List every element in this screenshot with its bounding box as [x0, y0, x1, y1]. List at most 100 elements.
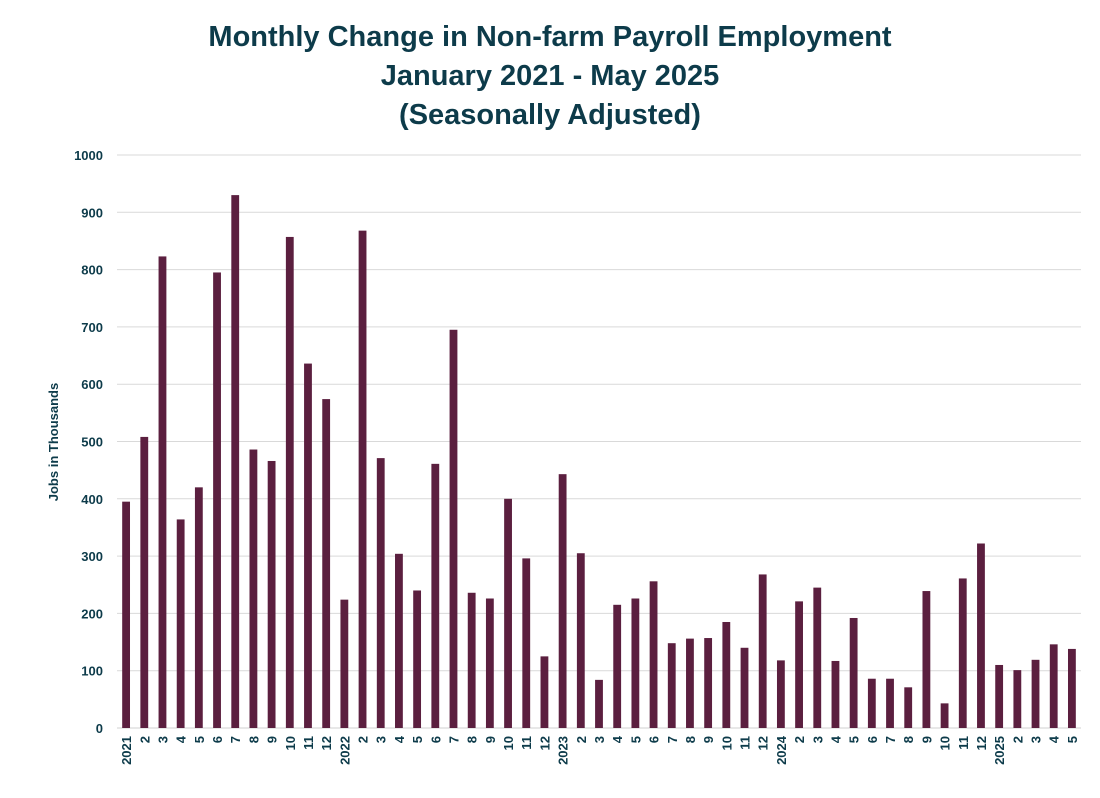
bar [431, 463, 440, 728]
x-tick-label: 8 [246, 736, 261, 743]
x-tick-label: 5 [1065, 736, 1080, 743]
x-tick-label: 9 [701, 736, 716, 743]
bar [1049, 644, 1058, 728]
bar [722, 621, 731, 728]
y-tick-label: 200 [81, 606, 103, 621]
x-tick-label: 6 [865, 736, 880, 743]
x-tick-label: 12 [974, 736, 989, 750]
bar [886, 678, 894, 728]
bar [940, 703, 949, 728]
x-tick-label: 12 [756, 736, 771, 750]
y-tick-label: 100 [81, 664, 103, 679]
bar [340, 599, 349, 728]
x-tick-label: 7 [228, 736, 243, 743]
x-tick-label: 7 [446, 736, 461, 743]
x-tick-label: 11 [301, 736, 316, 750]
bar [704, 638, 713, 728]
x-tick-label: 5 [847, 736, 862, 743]
bar [285, 236, 294, 728]
bar [1031, 659, 1040, 728]
x-tick-label: 3 [374, 736, 389, 743]
bar [813, 587, 822, 728]
x-tick-label: 5 [410, 736, 425, 743]
bar [304, 363, 312, 728]
bar [667, 643, 676, 728]
x-tick-label: 12 [319, 736, 334, 750]
x-tick-label: 4 [174, 735, 189, 743]
x-tick-label: 7 [883, 736, 898, 743]
bar [977, 543, 985, 728]
x-axis-ticks: 2021 2 3 4 5 6 7 8 9 10 11 12 2022 2 3 4 5 6 7 8 9 10 11 12 2023… [119, 735, 1080, 765]
x-tick-label: 12 [537, 736, 552, 750]
bar [740, 647, 749, 728]
x-tick-label: 2 [1010, 736, 1025, 743]
y-tick-label: 300 [81, 549, 103, 564]
x-tick-label: 2021 [119, 736, 134, 765]
bar [322, 399, 331, 728]
x-tick-label: 2023 [556, 736, 571, 765]
bars [122, 195, 1076, 729]
chart-title-line-3: (Seasonally Adjusted) [399, 99, 701, 131]
x-tick-label: 10 [719, 736, 734, 750]
bar [158, 256, 167, 728]
x-tick-label: 9 [265, 736, 280, 743]
x-tick-label: 2022 [337, 736, 352, 765]
bar [631, 598, 640, 728]
bar [1067, 648, 1076, 728]
chart-title-line-2: January 2021 - May 2025 [380, 60, 720, 92]
x-tick-label: 2025 [992, 736, 1007, 765]
x-tick-label: 8 [465, 736, 480, 743]
bar [540, 656, 549, 728]
x-tick-label: 11 [519, 736, 534, 750]
bar [194, 487, 203, 728]
x-tick-label: 11 [956, 736, 971, 750]
bar [267, 460, 276, 728]
bar [849, 617, 858, 728]
y-axis-ticks: 0 100 200 300 400 500 600 700 800 900 1000 [74, 148, 103, 736]
x-tick-label: 4 [1047, 735, 1062, 743]
x-tick-label: 8 [901, 736, 916, 743]
x-tick-label: 6 [210, 736, 225, 743]
x-tick-label: 3 [1029, 736, 1044, 743]
y-tick-label: 700 [81, 320, 103, 335]
bar [231, 195, 240, 729]
x-tick-label: 9 [483, 736, 498, 743]
x-tick-label: 6 [428, 736, 443, 743]
bar [249, 449, 258, 728]
bar [413, 590, 422, 728]
bar [904, 687, 913, 728]
x-tick-label: 5 [628, 736, 643, 743]
bar [522, 558, 531, 728]
bar [358, 230, 367, 729]
bar [213, 272, 221, 728]
x-tick-label: 4 [392, 735, 407, 743]
bar [595, 679, 603, 728]
x-tick-label: 5 [192, 736, 207, 743]
bar [122, 501, 131, 728]
chart-title-line-1: Monthly Change in Non-farm Payroll Emplo… [208, 21, 892, 53]
x-tick-label: 7 [665, 736, 680, 743]
x-tick-label: 2 [792, 736, 807, 743]
bar [795, 601, 803, 728]
x-tick-label: 8 [683, 736, 698, 743]
bar [395, 553, 403, 728]
x-tick-label: 4 [828, 735, 843, 743]
x-tick-label: 11 [738, 736, 753, 750]
y-axis-label: Jobs in Thousands [46, 383, 61, 501]
x-tick-label: 3 [592, 736, 607, 743]
y-tick-label: 600 [81, 377, 103, 392]
bar [776, 660, 785, 728]
x-tick-label: 3 [810, 736, 825, 743]
bar [867, 678, 876, 728]
bar [831, 660, 840, 728]
bar [922, 591, 931, 728]
bar [558, 474, 567, 728]
y-tick-label: 0 [96, 721, 103, 736]
x-tick-label: 6 [647, 736, 662, 743]
bar [485, 598, 494, 728]
bar [613, 604, 622, 728]
x-tick-label: 2 [356, 736, 371, 743]
y-tick-label: 400 [81, 492, 103, 507]
bar [686, 638, 694, 728]
